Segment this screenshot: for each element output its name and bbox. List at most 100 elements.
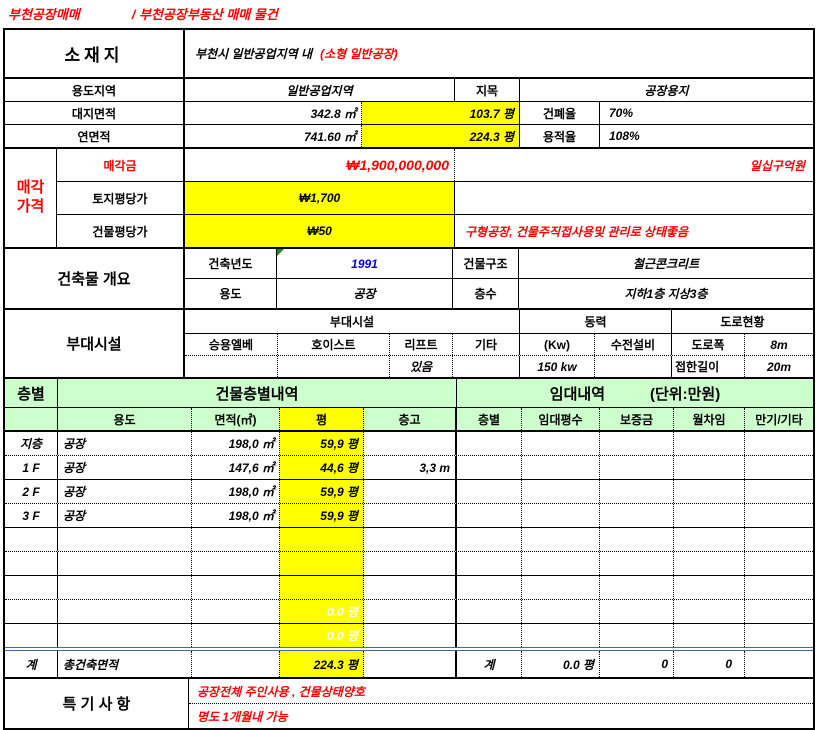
- rent-total-deposit: 0: [600, 651, 674, 677]
- land-area-sqm: 342.8 ㎡: [185, 102, 362, 124]
- floor-total-height: [364, 651, 457, 677]
- price-rows: 매각금 ₩1,900,000,000 일십구억원 토지평당가 ₩1,700 건물…: [57, 149, 813, 247]
- notes-rows: 공장전체 주인사용 , 건물상태양호 명도 1개월내 가능: [189, 679, 813, 728]
- rent-cell: [457, 576, 522, 599]
- title-left: 부천공장매매: [8, 7, 80, 22]
- frontage-label: 접한길이: [672, 356, 745, 377]
- rent-cell: [600, 624, 674, 647]
- floor-sqm: [192, 528, 280, 551]
- floor-id: [5, 528, 58, 551]
- rent-cell: [600, 432, 674, 455]
- rent-cell: [522, 552, 600, 575]
- coverage-label: 건폐율: [520, 102, 600, 124]
- rent-cell: [522, 480, 600, 503]
- zoning-row: 용도지역 일반공업지역 지목 공장용지: [5, 79, 813, 102]
- sale-price-value: ₩1,900,000,000: [185, 149, 455, 181]
- rent-col-pyeong: 임대평수: [522, 408, 600, 430]
- rent-cell: [745, 456, 813, 479]
- rent-cell: [745, 600, 813, 623]
- use-value: 공장: [277, 279, 453, 308]
- rent-total-label: 계: [457, 651, 522, 677]
- floor-area-pyeong: 224.3 평: [362, 125, 520, 147]
- rent-cell: [674, 528, 745, 551]
- rent-cell: [745, 480, 813, 503]
- floor-sqm: [192, 552, 280, 575]
- floor-height: [364, 528, 457, 551]
- rent-cell: [457, 600, 522, 623]
- facilities-block: 부대시설 부대시설 동력 도로현황 승용엘베 호이스트 리프트 기타 (Kw) …: [5, 310, 813, 379]
- floor-col-header-2: [5, 408, 58, 430]
- floor-height: [364, 432, 457, 455]
- rent-total-due: [745, 651, 813, 677]
- year-value: 1991: [277, 249, 453, 278]
- notes-label: 특 기 사 항: [5, 679, 189, 728]
- land-area-pyeong: 103.7 평: [362, 102, 520, 124]
- jimok-label: 지목: [455, 79, 520, 101]
- floor-height: [364, 624, 457, 647]
- col-use-header: 용도: [58, 408, 192, 430]
- location-note: (소형 일반공장): [320, 47, 398, 61]
- location-row: 소재지 부천시 일반공업지역 내 (소형 일반공장): [5, 30, 813, 79]
- floor-pyeong: 0.0 평: [280, 600, 364, 623]
- zoning-value: 일반공업지역: [185, 79, 455, 101]
- rent-cell: [600, 600, 674, 623]
- floor-row-5: [5, 552, 813, 576]
- floor-pyeong: 59,9 평: [280, 504, 364, 527]
- rent-cell: [745, 552, 813, 575]
- jimok-value: 공장용지: [644, 83, 689, 98]
- floor-sqm: 198,0 ㎡: [192, 432, 280, 455]
- rent-cell: [457, 552, 522, 575]
- floor-row-4: [5, 528, 813, 552]
- floor-sqm: 198,0 ㎡: [192, 480, 280, 503]
- bldg-unit-price-row: 건물평당가 ₩50 구형공장, 건물주직접사용및 관리로 상태좋음: [57, 215, 813, 247]
- floor-id: [5, 624, 58, 647]
- notes-line-2: 명도 1개월내 가능: [197, 709, 288, 724]
- floor-use: 공장: [58, 432, 192, 455]
- col-elevator: 승용엘베: [185, 334, 278, 355]
- building-block: 건축물 개요 건축년도 1991 건물구조 철근콘크리트 용도 공장 층수 지하…: [5, 249, 813, 310]
- rent-cell: [522, 432, 600, 455]
- rent-cell: [745, 576, 813, 599]
- hoist-value: [278, 356, 390, 377]
- col-lift: 리프트: [390, 334, 453, 355]
- floor-use: [58, 576, 192, 599]
- floor-id: [5, 576, 58, 599]
- floor-id: 3 F: [5, 504, 58, 527]
- floor-id: 1 F: [5, 456, 58, 479]
- year-text: 1991: [351, 256, 378, 271]
- floor-row-0: 지층 공장 198,0 ㎡ 59,9 평: [5, 432, 813, 456]
- rent-cell: [674, 552, 745, 575]
- floor-sqm: 198,0 ㎡: [192, 504, 280, 527]
- floor-id: 지층: [5, 432, 58, 455]
- tables-header-row: 층별 건물층별내역 임대내역 (단위:만원): [5, 379, 813, 408]
- floor-row-6: [5, 576, 813, 600]
- floor-pyeong: 59,9 평: [280, 432, 364, 455]
- notes-line-2-row: 명도 1개월내 가능: [189, 704, 813, 728]
- rent-total-pyeong: 0.0 평: [522, 651, 600, 677]
- rent-cell: [674, 480, 745, 503]
- totals-row: 계 총건축면적 224.3 평 계 0.0 평 0 0: [5, 647, 813, 679]
- elevator-value: [185, 356, 278, 377]
- location-value-text: 부천시 일반공업지역 내: [195, 47, 313, 61]
- rent-cell: [600, 552, 674, 575]
- rent-cell: [600, 576, 674, 599]
- rent-col-due: 만기/기타: [745, 408, 813, 430]
- year-label: 건축년도: [185, 249, 277, 278]
- use-label: 용도: [185, 279, 277, 308]
- col-receiving: 수전설비: [595, 334, 672, 355]
- floor-use: [58, 600, 192, 623]
- price-group-label-1: 매각: [16, 179, 45, 197]
- rent-cell: [522, 576, 600, 599]
- rent-cell: [745, 504, 813, 527]
- property-sheet: 소재지 부천시 일반공업지역 내 (소형 일반공장) 용도지역 일반공업지역 지…: [3, 28, 815, 730]
- floor-height: [364, 576, 457, 599]
- rent-cell: [522, 528, 600, 551]
- sale-price-label: 매각금: [57, 149, 185, 181]
- rent-cell: [600, 456, 674, 479]
- floor-row-2: 2 F 공장 198,0 ㎡ 59,9 평: [5, 480, 813, 504]
- col-road-width: 도로폭: [672, 334, 745, 355]
- rent-cell: [674, 600, 745, 623]
- rent-cell: [522, 456, 600, 479]
- floor-use: 공장: [58, 504, 192, 527]
- floor-pyeong: 44,6 평: [280, 456, 364, 479]
